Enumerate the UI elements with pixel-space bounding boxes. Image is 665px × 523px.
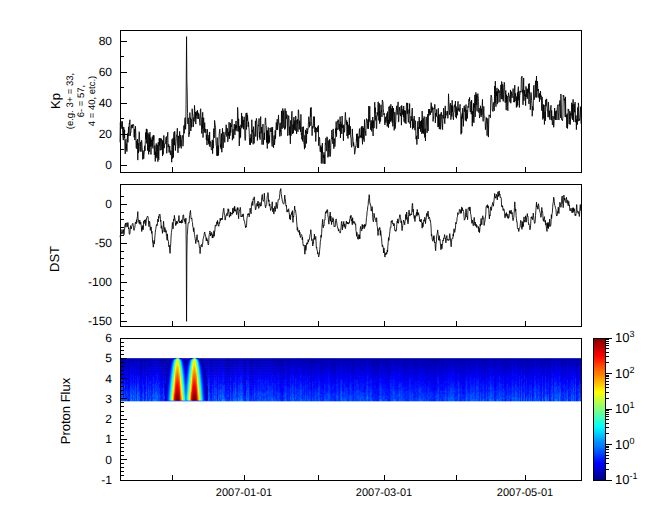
svg-text:-50: -50	[95, 236, 113, 250]
svg-text:2: 2	[105, 412, 112, 426]
svg-text:Kp: Kp	[48, 93, 63, 109]
svg-text:DST: DST	[47, 246, 62, 272]
svg-text:1: 1	[105, 432, 112, 446]
svg-text:4 = 40, etc.): 4 = 40, etc.)	[87, 76, 98, 126]
svg-text:20: 20	[99, 127, 113, 141]
svg-text:80: 80	[99, 34, 113, 48]
svg-text:6: 6	[105, 331, 112, 345]
svg-text:0: 0	[105, 453, 112, 467]
svg-text:-1: -1	[101, 473, 112, 487]
svg-text:2007-03-01: 2007-03-01	[356, 487, 412, 499]
svg-text:60: 60	[99, 65, 113, 79]
svg-text:-100: -100	[88, 275, 112, 289]
svg-text:40: 40	[99, 96, 113, 110]
svg-text:Proton Flux: Proton Flux	[58, 377, 73, 444]
svg-text:3: 3	[105, 392, 112, 406]
svg-text:5: 5	[105, 351, 112, 365]
svg-text:0: 0	[105, 197, 112, 211]
svg-text:(e.g. 3+ = 33,: (e.g. 3+ = 33,	[65, 73, 76, 130]
svg-text:-150: -150	[88, 314, 112, 328]
svg-text:6- = 57,: 6- = 57,	[76, 85, 87, 117]
svg-text:0: 0	[105, 158, 112, 172]
svg-text:4: 4	[105, 372, 112, 386]
svg-text:2007-05-01: 2007-05-01	[497, 487, 553, 499]
svg-text:2007-01-01: 2007-01-01	[216, 487, 272, 499]
